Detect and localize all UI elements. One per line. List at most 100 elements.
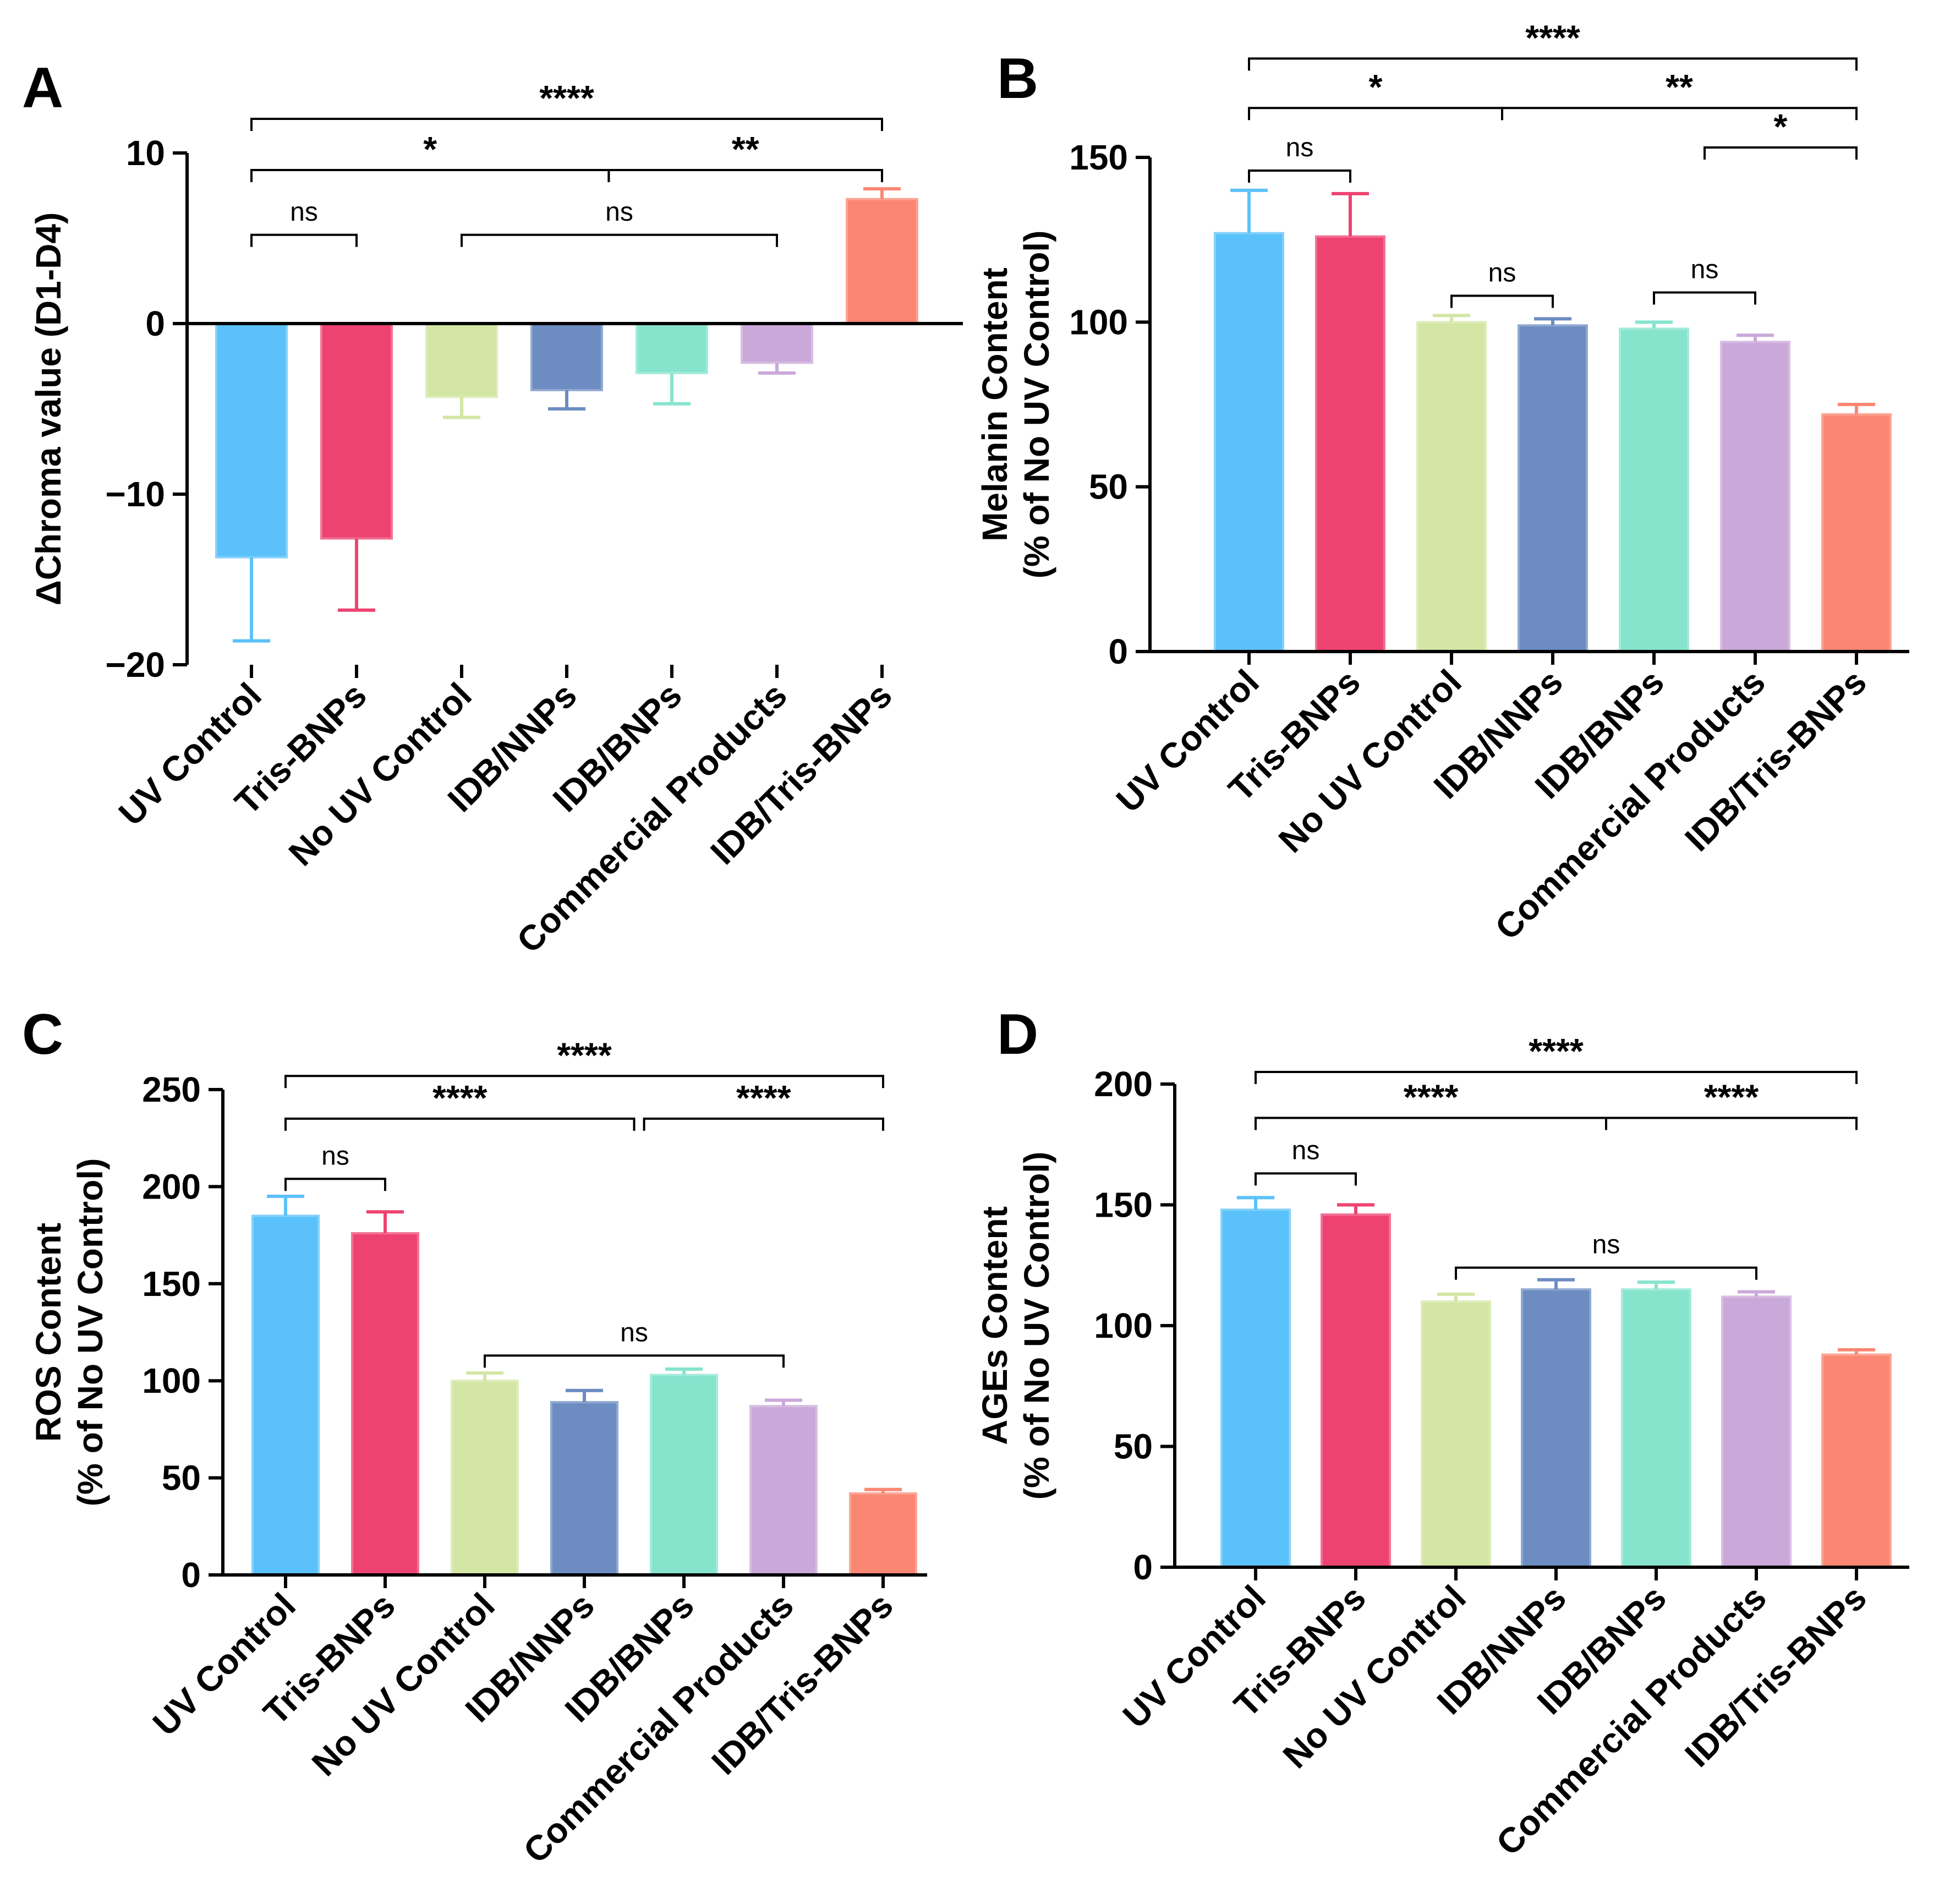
significance-star-label: **** xyxy=(1704,1077,1759,1117)
bar xyxy=(1518,324,1588,653)
significance-bracket xyxy=(250,118,883,131)
y-tick-label: 100 xyxy=(1069,302,1128,342)
significance-star-label: **** xyxy=(539,78,594,118)
bar xyxy=(1821,413,1892,653)
y-tick-label: 100 xyxy=(1094,1306,1153,1345)
significance-ns-label: ns xyxy=(1488,258,1516,287)
bar xyxy=(1720,341,1790,653)
y-tick-label: 50 xyxy=(1089,467,1128,507)
y-tick-label: 50 xyxy=(162,1458,201,1498)
bar xyxy=(215,322,288,559)
significance-bracket xyxy=(607,169,883,182)
bar xyxy=(1619,327,1689,653)
significance-bracket xyxy=(250,169,610,182)
significance-ns-label: ns xyxy=(620,1318,648,1347)
bar xyxy=(351,1232,419,1576)
panel-letter: C xyxy=(22,1003,63,1066)
significance-star-label: **** xyxy=(1529,1031,1584,1071)
significance-star-label: * xyxy=(1774,107,1788,146)
significance-bracket xyxy=(1248,169,1351,183)
chart-panel-d: D 0 50 100 150 200 AGEs Content (% of No UV Con… xyxy=(975,1003,1909,1863)
bar xyxy=(1214,232,1284,653)
y-tick-label: 0 xyxy=(145,304,165,343)
y-axis-title: (% of No UV Control) xyxy=(1017,231,1056,579)
y-axis-title: Melanin Content xyxy=(975,267,1015,541)
significance-bracket xyxy=(643,1117,884,1131)
panel-letter: D xyxy=(997,1003,1038,1066)
bar xyxy=(749,1405,818,1576)
x-tick-label: IDB/Tris-BNPs xyxy=(1677,1578,1874,1775)
y-axis-title: AGEs Content xyxy=(975,1206,1015,1445)
significance-ns-label: ns xyxy=(1691,255,1719,284)
significance-bracket xyxy=(1455,1266,1757,1280)
panel-letter: B xyxy=(997,47,1038,111)
y-tick-label: −20 xyxy=(105,645,165,685)
bar xyxy=(1521,1288,1591,1568)
y-tick-label: 0 xyxy=(1108,632,1128,671)
x-tick-label: No UV Control xyxy=(1271,662,1469,860)
y-tick-label: 150 xyxy=(1069,138,1128,177)
y-tick-label: 200 xyxy=(1094,1064,1153,1104)
y-tick-label: 150 xyxy=(1094,1185,1153,1225)
x-tick-label: No UV Control xyxy=(281,675,479,873)
significance-star-label: **** xyxy=(557,1035,612,1075)
y-tick-label: 200 xyxy=(142,1167,201,1206)
bar xyxy=(451,1380,519,1576)
y-axis-title: (% of No UV Control) xyxy=(70,1158,110,1507)
bar xyxy=(425,322,498,398)
y-tick-label: 50 xyxy=(1114,1427,1153,1467)
significance-ns-label: ns xyxy=(1292,1136,1320,1165)
bar xyxy=(1220,1208,1291,1568)
y-tick-label: 10 xyxy=(126,133,165,173)
y-tick-label: 0 xyxy=(181,1555,201,1595)
bar xyxy=(1315,235,1385,653)
bar xyxy=(1821,1353,1892,1568)
significance-bracket xyxy=(1450,294,1554,308)
y-tick-label: 100 xyxy=(142,1361,201,1400)
significance-bracket xyxy=(1248,57,1858,71)
bar xyxy=(320,322,393,540)
significance-bracket xyxy=(284,1075,884,1088)
y-tick-label: 0 xyxy=(1133,1547,1153,1587)
significance-star-label: * xyxy=(423,129,437,169)
y-axis-title: ΔChroma value (D1-D4) xyxy=(29,212,68,606)
significance-star-label: ** xyxy=(1666,67,1693,107)
significance-star-label: **** xyxy=(1404,1077,1459,1117)
significance-bracket xyxy=(1248,107,1503,121)
y-tick-label: 150 xyxy=(142,1264,201,1304)
x-tick-label: IDB/Tris-BNPs xyxy=(1677,662,1874,859)
significance-bracket xyxy=(284,1178,386,1191)
x-tick-label: IDB/Tris-BNPs xyxy=(704,1585,901,1782)
bar xyxy=(1421,1300,1491,1569)
significance-bracket xyxy=(1255,1117,1607,1130)
bar xyxy=(1416,321,1487,653)
bar xyxy=(1321,1213,1391,1569)
bar xyxy=(530,322,603,391)
significance-star-label: * xyxy=(1369,67,1383,107)
significance-bracket xyxy=(1605,1117,1858,1130)
significance-bracket xyxy=(250,233,358,247)
significance-star-label: **** xyxy=(736,1078,791,1118)
significance-bracket xyxy=(1653,291,1756,305)
significance-ns-label: ns xyxy=(290,198,318,227)
y-axis-title: ROS Content xyxy=(29,1223,68,1442)
significance-ns-label: ns xyxy=(605,198,633,227)
bar xyxy=(1621,1288,1691,1568)
bar xyxy=(849,1492,917,1576)
x-tick-label: No UV Control xyxy=(304,1585,502,1783)
significance-bracket xyxy=(1255,1071,1858,1085)
x-tick-label: No UV Control xyxy=(1275,1578,1474,1776)
significance-bracket xyxy=(461,233,778,247)
bar xyxy=(741,322,813,364)
y-axis-title: (% of No UV Control) xyxy=(1017,1152,1056,1500)
bar xyxy=(251,1214,320,1577)
significance-bracket xyxy=(1704,146,1858,160)
significance-star-label: **** xyxy=(1525,18,1580,57)
significance-star-label: **** xyxy=(432,1078,488,1118)
bar xyxy=(650,1374,718,1576)
panel-letter: A xyxy=(22,56,63,120)
x-tick-label: IDB/Tris-BNPs xyxy=(703,675,900,872)
significance-ns-label: ns xyxy=(1286,133,1314,162)
